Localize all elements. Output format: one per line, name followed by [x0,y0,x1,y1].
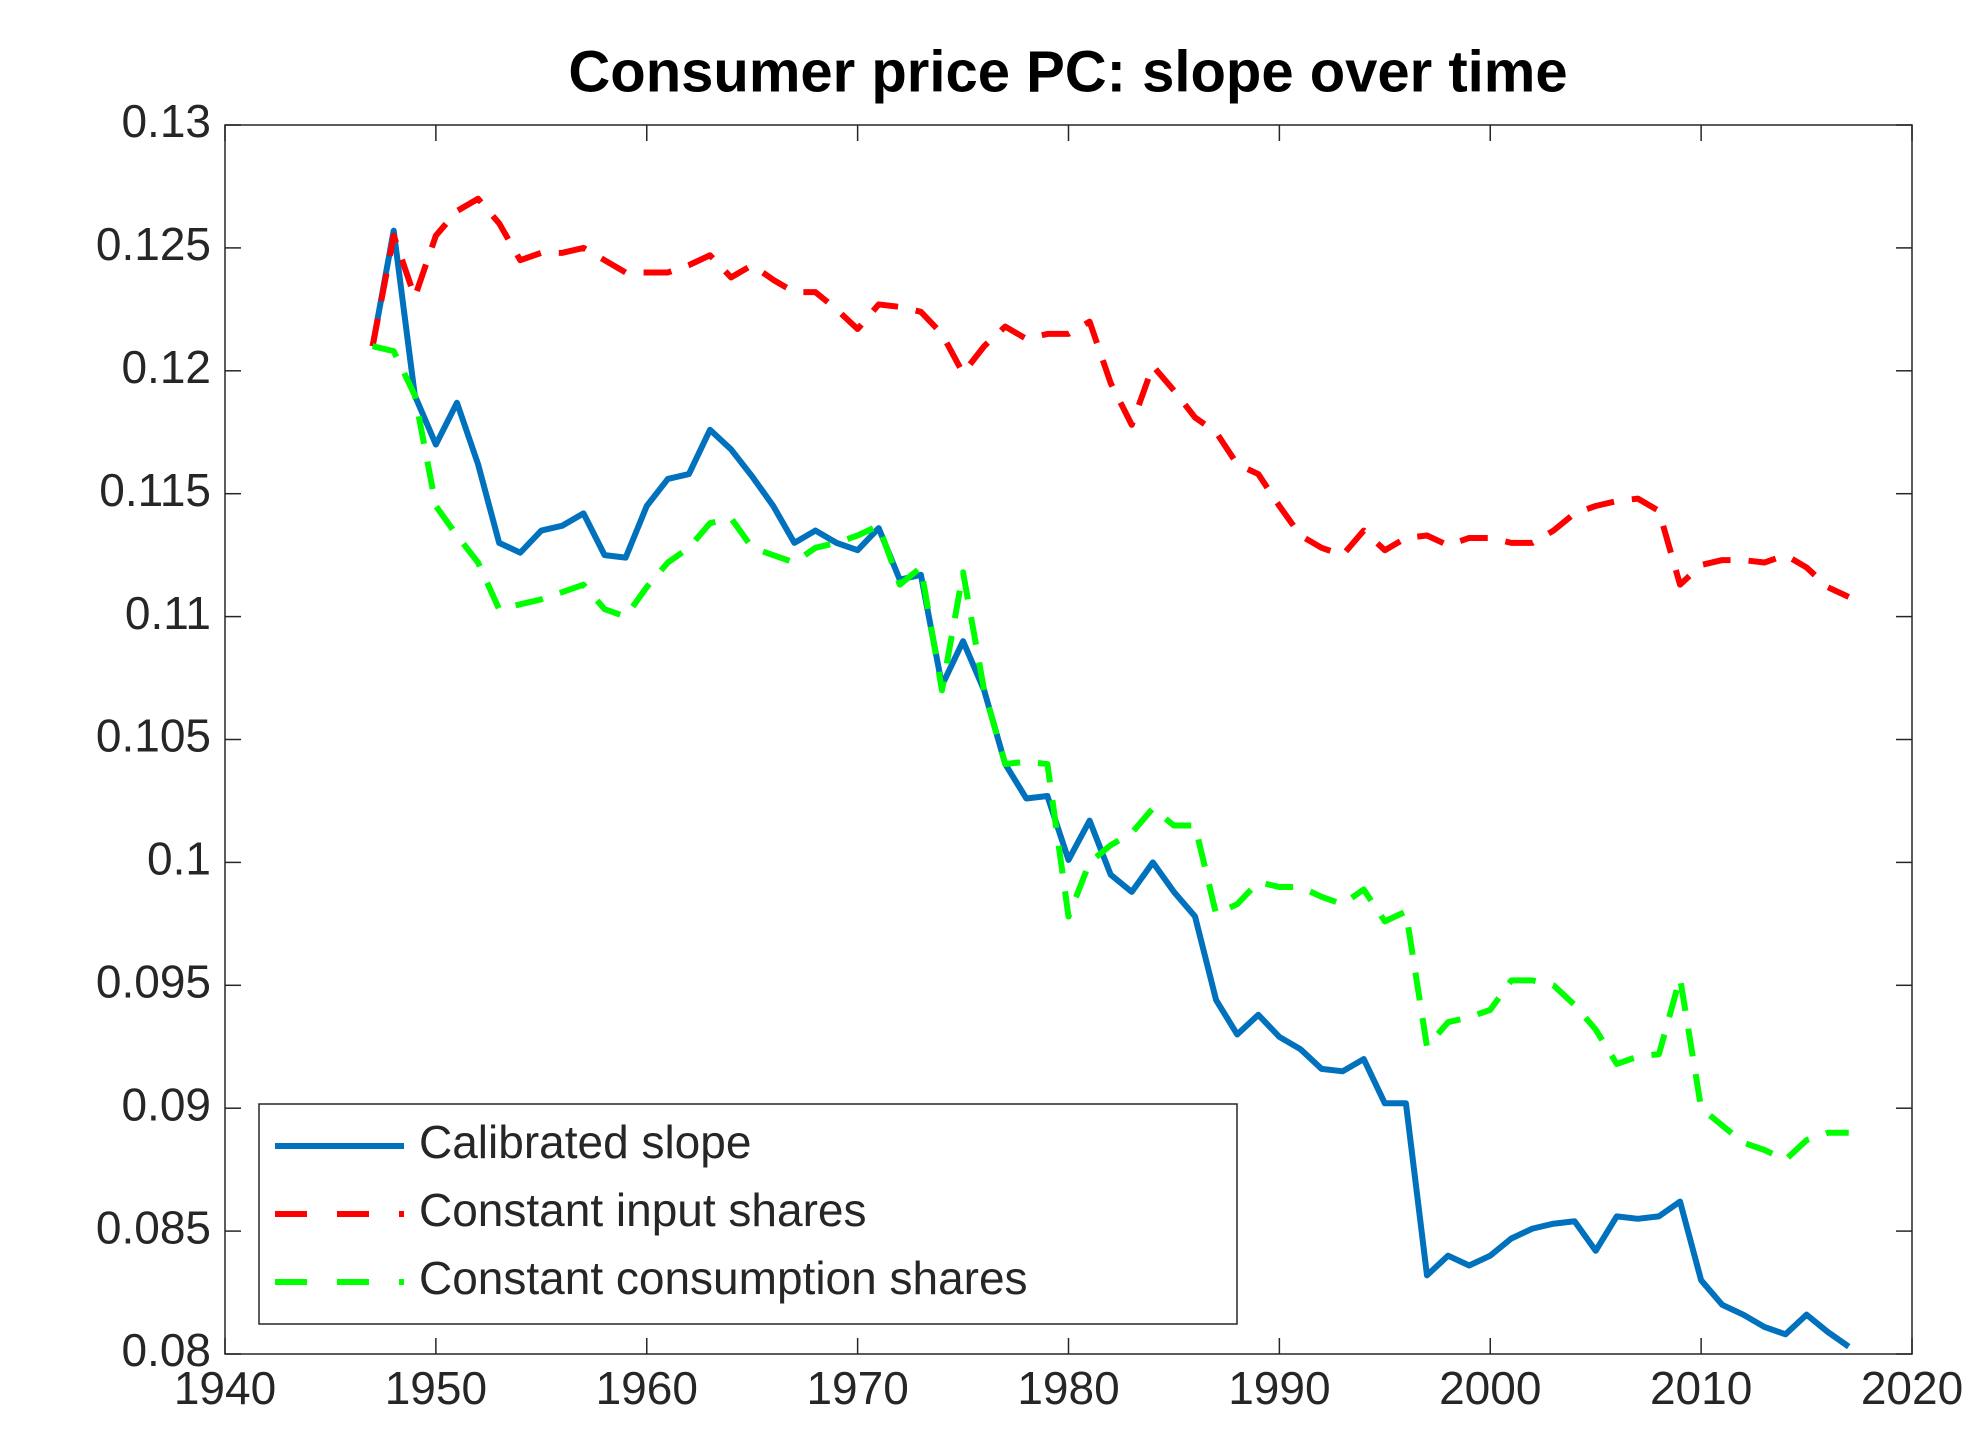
y-tick-label: 0.08 [121,1324,211,1376]
x-tick-label: 2020 [1861,1362,1963,1414]
x-tick-label: 2010 [1650,1362,1752,1414]
series-line [369,227,1851,1350]
y-tick-label: 0.085 [96,1201,211,1253]
x-tick-label: 2000 [1439,1362,1541,1414]
x-tick-label: 1980 [1017,1362,1119,1414]
series-line [369,195,1851,600]
y-tick-label: 0.11 [125,587,211,639]
y-tick-label: 0.1 [147,833,211,885]
y-tick-label: 0.105 [96,710,211,762]
legend-label: Constant consumption shares [419,1252,1028,1304]
legend-box [258,1103,1238,1325]
legend-label: Calibrated slope [419,1116,751,1168]
x-tick-label: 1960 [596,1362,698,1414]
y-tick-label: 0.09 [121,1078,211,1130]
chart-title: Consumer price PC: slope over time [568,39,1567,104]
x-tick-label: 1990 [1228,1362,1330,1414]
y-tick-label: 0.095 [96,955,211,1007]
legend-label: Constant input shares [419,1184,867,1236]
x-tick-label: 1940 [174,1362,276,1414]
y-tick-label: 0.115 [99,464,211,516]
x-tick-label: 1950 [385,1362,487,1414]
y-tick-label: 0.125 [96,218,211,270]
y-tick-label: 0.13 [121,95,211,147]
x-tick-label: 1970 [806,1362,908,1414]
y-tick-label: 0.12 [121,341,211,393]
series-line [371,343,1849,1163]
